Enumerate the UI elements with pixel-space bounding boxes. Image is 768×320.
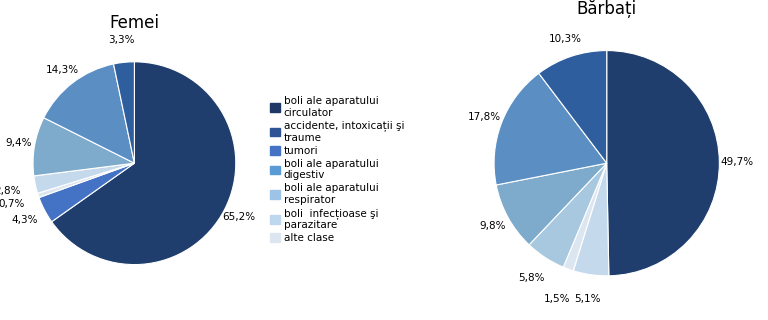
Text: 65,2%: 65,2% (222, 212, 256, 222)
Text: 49,7%: 49,7% (721, 157, 754, 167)
Wedge shape (33, 118, 134, 176)
Wedge shape (39, 163, 134, 222)
Text: 3,3%: 3,3% (108, 35, 135, 45)
Legend: boli ale aparatului
circulator, accidente, intoxicații şi
traume, tumori, boli a: boli ale aparatului circulator, accident… (270, 96, 404, 243)
Text: 17,8%: 17,8% (468, 112, 502, 122)
Text: 1,5%: 1,5% (545, 294, 571, 304)
Wedge shape (539, 51, 607, 163)
Text: 4,3%: 4,3% (12, 215, 38, 225)
Wedge shape (38, 163, 134, 197)
Wedge shape (573, 163, 609, 276)
Title: Femei: Femei (109, 14, 160, 32)
Wedge shape (529, 163, 607, 267)
Title: Bărbați: Bărbați (577, 0, 637, 18)
Wedge shape (51, 62, 236, 265)
Text: 9,4%: 9,4% (5, 138, 31, 148)
Text: 0,7%: 0,7% (0, 199, 25, 210)
Text: 5,1%: 5,1% (574, 294, 601, 304)
Text: 2,8%: 2,8% (0, 186, 21, 196)
Wedge shape (494, 73, 607, 185)
Wedge shape (44, 64, 134, 163)
Wedge shape (607, 51, 720, 276)
Wedge shape (34, 163, 134, 193)
Wedge shape (563, 163, 607, 271)
Wedge shape (496, 163, 607, 245)
Text: 9,8%: 9,8% (479, 221, 505, 231)
Text: 10,3%: 10,3% (548, 34, 581, 44)
Text: 5,8%: 5,8% (518, 273, 545, 283)
Text: 14,3%: 14,3% (46, 65, 79, 75)
Wedge shape (114, 62, 134, 163)
